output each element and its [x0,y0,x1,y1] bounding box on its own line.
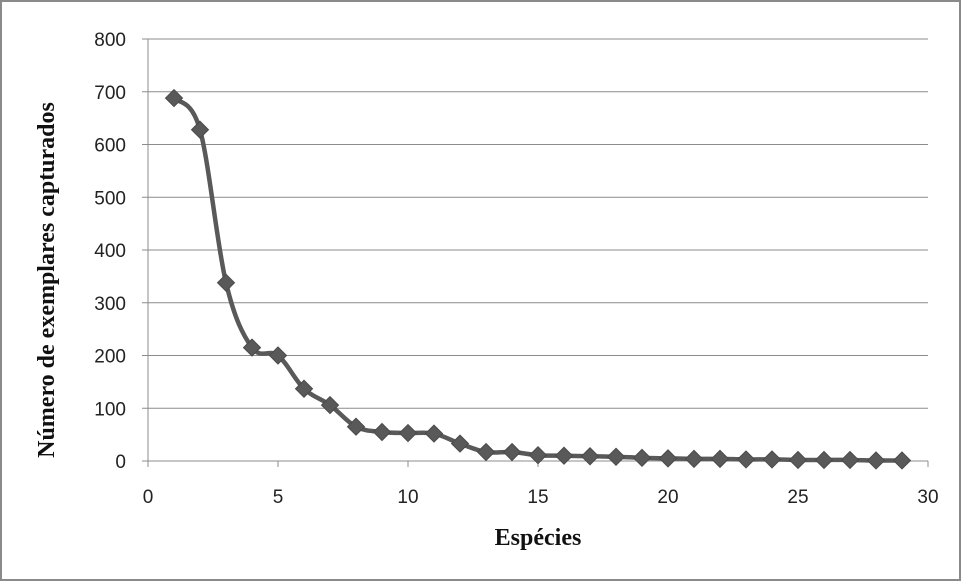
y-tick-label: 0 [115,452,126,473]
data-point-marker [242,338,262,357]
data-point-marker [476,442,496,462]
data-point-marker [502,442,522,462]
axes [142,38,929,467]
data-point-marker [268,346,288,365]
y-tick-labels: 0 100 200 300 400 500 600 700 800 [94,30,126,473]
data-point-marker [788,450,808,470]
data-point-marker [840,450,860,470]
data-point-marker [606,447,626,466]
y-tick-label: 300 [94,294,126,315]
x-tick-labels: 0 5 10 15 20 25 30 [143,487,939,508]
series-line [171,95,905,463]
data-point-marker [658,449,678,468]
y-tick-label: 400 [94,241,126,262]
x-tick-label: 10 [397,487,418,508]
data-point-marker [450,434,470,453]
data-point-marker [762,450,782,469]
data-point-marker [554,446,574,465]
data-point-marker [814,450,834,470]
data-point-marker [710,449,730,469]
data-point-marker [398,423,418,443]
data-point-marker [528,445,548,465]
data-point-marker [294,379,314,398]
x-tick-label: 5 [273,487,284,508]
x-tick-label: 30 [917,487,938,508]
data-point-marker [632,448,652,468]
data-point-marker [346,417,366,436]
x-axis-title: Espécies [495,525,582,551]
data-point-marker [216,273,236,292]
y-tick-label: 100 [94,399,126,420]
data-point-marker [424,424,444,443]
series-plot [164,88,912,470]
y-tick-label: 700 [94,83,126,104]
y-tick-label: 600 [94,136,126,157]
data-point-marker [164,88,184,108]
x-tick-label: 0 [143,487,154,508]
data-point-marker [736,450,756,469]
data-point-marker [372,422,392,442]
data-point-marker [580,447,600,466]
y-tick-label: 500 [94,188,126,209]
y-axis-title: Número de exemplares capturados [34,102,60,458]
data-point-marker [684,449,704,469]
data-point-marker [866,451,886,470]
y-tick-label: 800 [94,30,126,51]
y-tick-label: 200 [94,347,126,368]
data-point-marker [892,451,912,470]
x-tick-label: 25 [787,487,808,508]
data-point-marker [190,120,210,139]
x-tick-label: 20 [657,487,678,508]
data-point-marker [320,395,340,415]
x-tick-label: 15 [527,487,548,508]
